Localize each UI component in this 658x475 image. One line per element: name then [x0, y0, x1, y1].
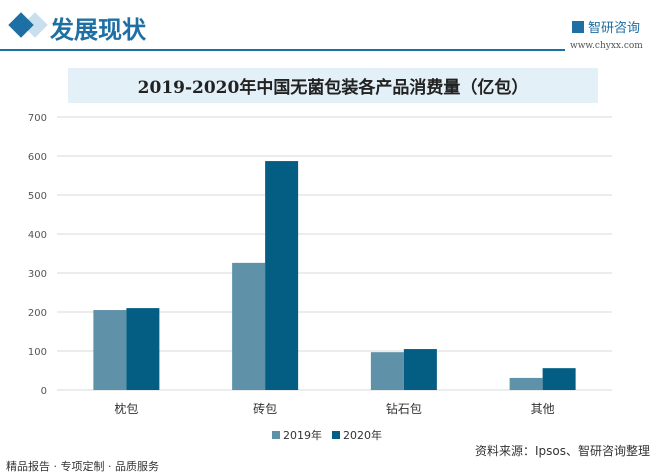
bar-2020: [542, 368, 576, 390]
chart-title: 2019-2020年中国无菌包装各产品消费量（亿包）: [68, 68, 598, 103]
bar-2020: [403, 349, 437, 390]
legend-swatch: [272, 431, 280, 439]
y-tick-label: 600: [28, 152, 47, 163]
y-tick-label: 700: [28, 113, 47, 124]
x-tick-label: 砖包: [253, 401, 277, 416]
y-tick-label: 0: [41, 386, 47, 397]
y-tick-label: 100: [28, 347, 47, 358]
x-tick-label: 其他: [531, 402, 555, 416]
bar-2020: [126, 308, 160, 390]
bar-2019: [93, 310, 127, 390]
header-divider: [0, 49, 565, 51]
legend-label: 2020年: [343, 429, 382, 442]
bar-2019: [509, 377, 543, 390]
legend-item-2019: 2019年: [272, 427, 322, 443]
legend: 2019年 2020年: [272, 427, 382, 443]
x-tick-label: 枕包: [114, 401, 138, 416]
bar-2020: [265, 161, 299, 390]
legend-swatch: [332, 431, 340, 439]
y-tick-label: 400: [28, 230, 47, 241]
source-note: 资料来源：Ipsos、智研咨询整理: [474, 444, 650, 458]
section-title: 发展现状: [50, 16, 146, 44]
x-tick-label: 钻石包: [386, 401, 422, 416]
logo-mark-icon: [572, 20, 584, 33]
site-url: www.chyxx.com: [570, 41, 643, 51]
y-tick-label: 300: [28, 269, 47, 280]
brand-logo: 智研咨询: [572, 17, 640, 36]
bar-2019: [232, 262, 266, 390]
footer-tagline: 精品报告 · 专项定制 · 品质服务: [6, 460, 159, 473]
bar-2019: [370, 352, 404, 390]
y-tick-label: 200: [28, 308, 47, 319]
y-tick-label: 500: [28, 191, 47, 202]
legend-label: 2019年: [283, 429, 322, 442]
legend-item-2020: 2020年: [332, 427, 382, 443]
brand-name: 智研咨询: [588, 21, 641, 36]
